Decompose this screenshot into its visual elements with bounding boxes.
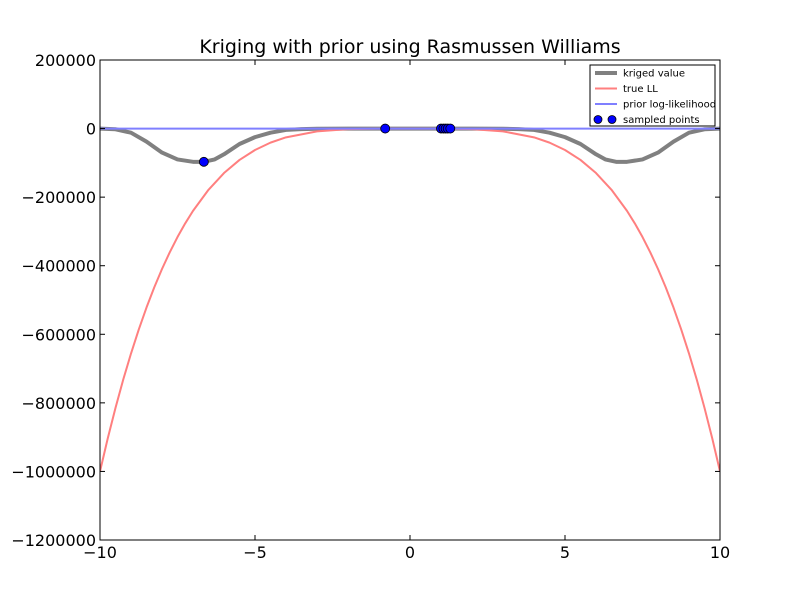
legend-marker bbox=[607, 115, 617, 124]
y-tick-label: −1000000 bbox=[11, 462, 96, 481]
x-tick-label: 5 bbox=[560, 543, 570, 562]
y-tick-label: −1200000 bbox=[11, 531, 96, 550]
y-axis: 200000 0 −200000 −400000 −600000 −800000 −1000… bbox=[11, 51, 720, 550]
legend-marker bbox=[593, 115, 603, 124]
y-tick-label: 200000 bbox=[35, 51, 96, 70]
x-tick-label: 0 bbox=[405, 543, 415, 562]
marker-layer bbox=[198, 123, 456, 167]
x-axis: −10 −5 0 5 10 bbox=[83, 60, 730, 562]
legend-label: kriged value bbox=[623, 69, 685, 80]
plot-background bbox=[100, 60, 720, 540]
y-tick-label: −400000 bbox=[22, 257, 96, 276]
chart-title: Kriging with prior using Rasmussen Willi… bbox=[199, 36, 620, 58]
plot-area bbox=[99, 59, 721, 541]
legend-label: prior log-likelihood bbox=[623, 100, 716, 111]
y-tick-label: −800000 bbox=[22, 394, 96, 413]
legend-items: kriged value true LL prior log-likelihood s… bbox=[593, 69, 716, 126]
legend-label: sampled points bbox=[623, 115, 700, 126]
legend: kriged value true LL prior log-likelihood s… bbox=[589, 64, 716, 127]
x-tick-label: −10 bbox=[83, 543, 117, 562]
x-tick-label: −5 bbox=[243, 543, 267, 562]
legend-label: true LL bbox=[623, 84, 658, 95]
y-tick-label: −200000 bbox=[22, 188, 96, 207]
y-tick-label: −600000 bbox=[22, 325, 96, 344]
scatter-point bbox=[198, 156, 209, 167]
series-layer bbox=[100, 126, 720, 472]
scatter-point bbox=[445, 123, 456, 134]
x-tick-label: 10 bbox=[710, 543, 730, 562]
y-tick-label: 0 bbox=[86, 120, 96, 139]
scatter-point bbox=[380, 123, 391, 134]
